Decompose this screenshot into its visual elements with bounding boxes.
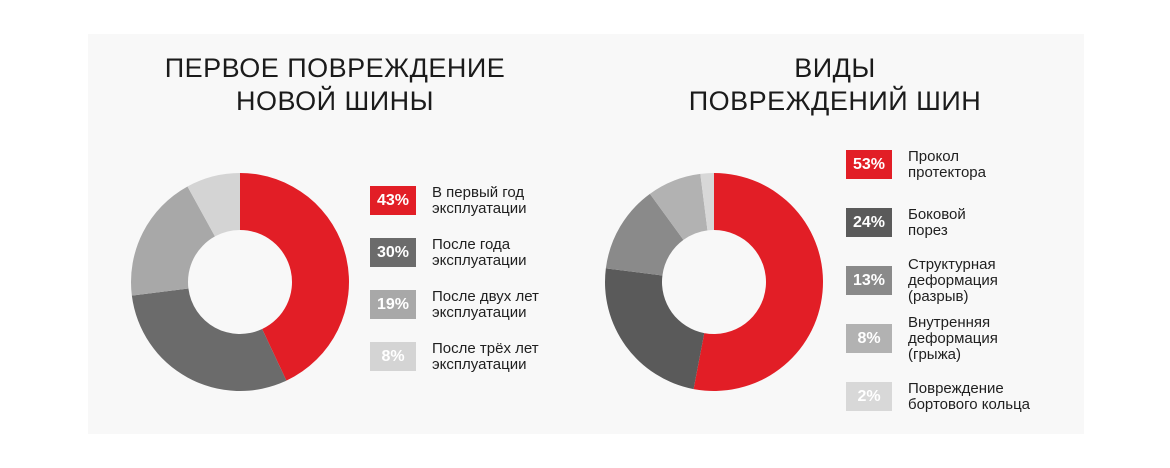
donut-slice-2pct — [700, 173, 714, 231]
percentage-badge: 43% — [370, 186, 416, 215]
legend-label: После года эксплуатации — [432, 235, 527, 269]
donut-slice-8pct — [649, 173, 708, 240]
percentage-badge: 13% — [846, 266, 892, 295]
percentage-badge: 8% — [846, 324, 892, 353]
legend-label: Структурная деформация (разрыв) — [908, 255, 998, 305]
donut-slice-24pct — [605, 268, 705, 390]
legend-label: После двух лет эксплуатации — [432, 287, 539, 321]
percentage-badge: 53% — [846, 150, 892, 179]
donut-slice-19pct — [131, 186, 215, 296]
legend-label: После трёх лет эксплуатации — [432, 339, 539, 373]
donut-chart-damage-types — [605, 173, 824, 391]
percentage-badge: 19% — [370, 290, 416, 319]
chart-title-damage-types: ВИДЫ ПОВРЕЖДЕНИЙ ШИН — [688, 53, 982, 116]
donut-slice-43pct — [240, 173, 349, 381]
donut-chart-first-damage — [131, 173, 349, 391]
donut-slice-13pct — [605, 193, 684, 276]
percentage-badge: 8% — [370, 342, 416, 371]
percentage-badge: 30% — [370, 238, 416, 267]
legend-label: В первый год эксплуатации — [432, 183, 527, 217]
donut-slice-53pct — [693, 173, 824, 391]
percentage-badge: 24% — [846, 208, 892, 237]
legend-label: Прокол протектора — [908, 147, 986, 181]
legend-label: Боковой порез — [908, 205, 966, 239]
chart-title-first-damage: ПЕРВОЕ ПОВРЕЖДЕНИЕ НОВОЙ ШИНЫ — [164, 53, 506, 116]
legend-label: Повреждение бортового кольца — [908, 379, 1031, 413]
donut-slice-8pct — [187, 173, 240, 237]
donut-slice-30pct — [131, 288, 287, 391]
legend-label: Внутренняя деформация (грыжа) — [908, 313, 998, 363]
percentage-badge: 2% — [846, 382, 892, 411]
